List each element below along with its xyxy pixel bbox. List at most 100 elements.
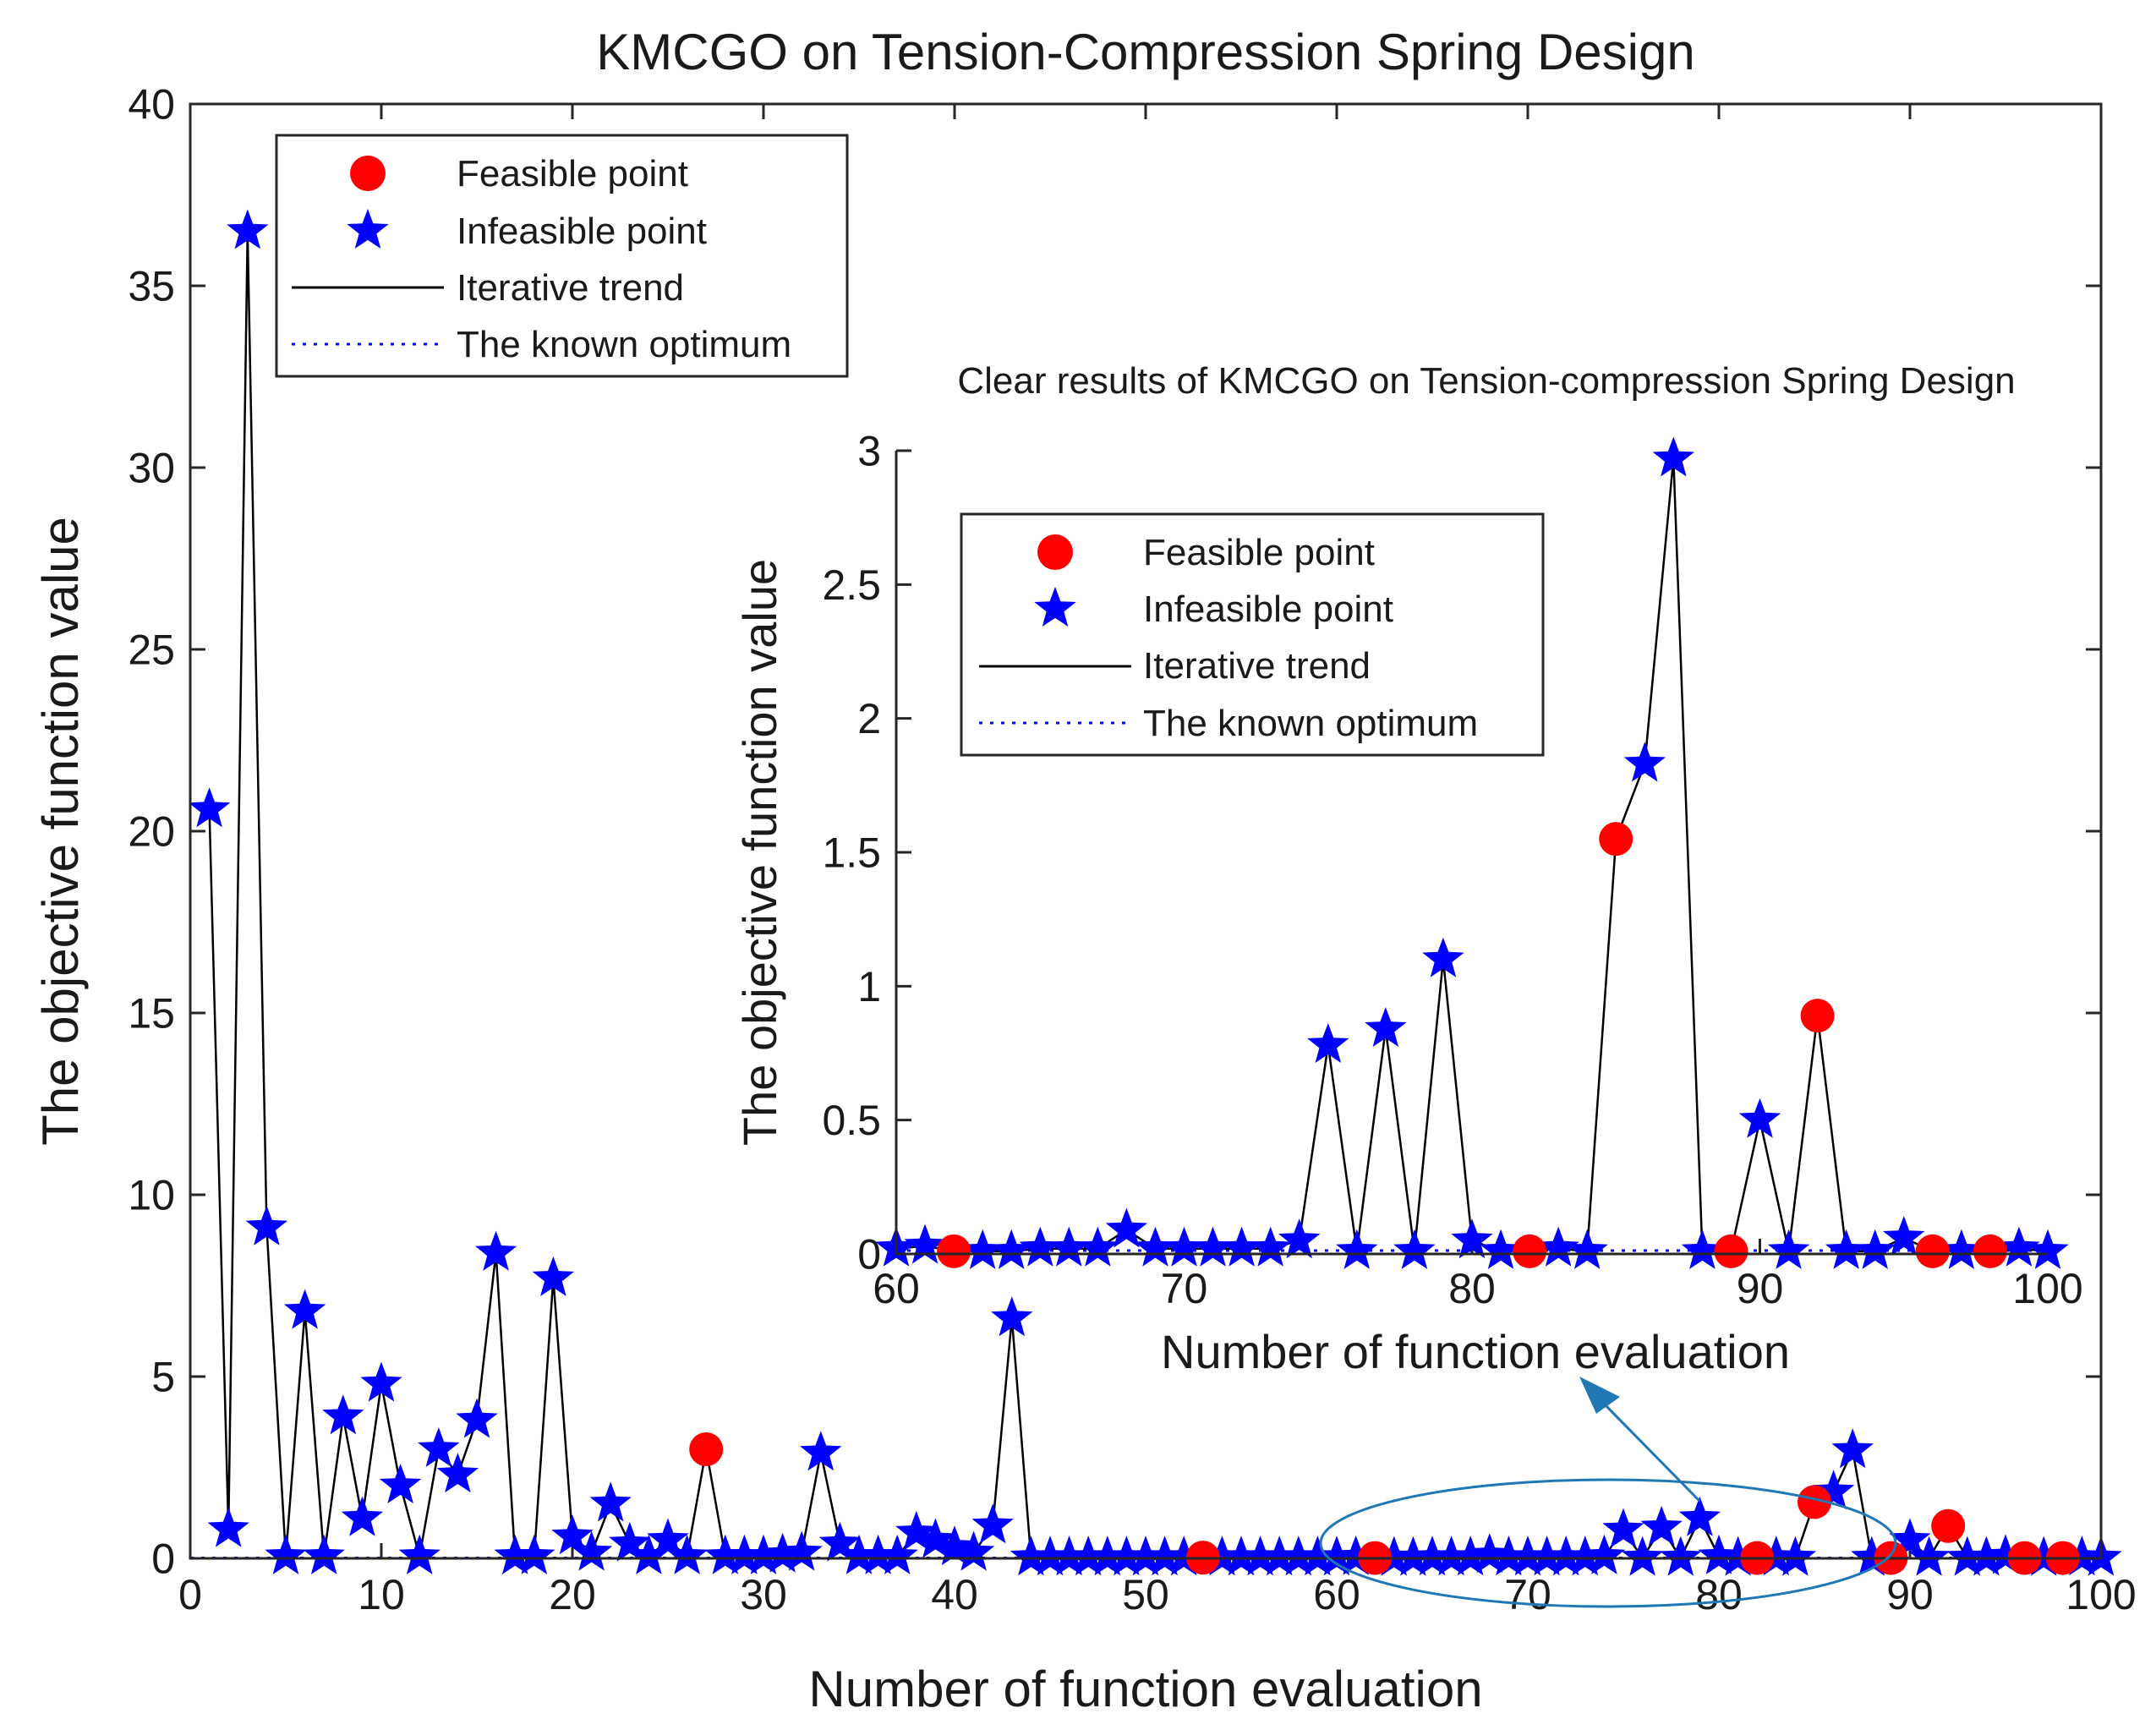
- main-infeasible-point: [1851, 1536, 1893, 1576]
- inset-infeasible-point: [1940, 1229, 1983, 1269]
- main-infeasible-point: [1258, 1536, 1300, 1576]
- inset-infeasible-point: [1451, 1218, 1493, 1259]
- main-infeasible-point: [1564, 1536, 1606, 1576]
- main-infeasible-point: [1487, 1536, 1530, 1576]
- main-infeasible-point: [704, 1534, 747, 1574]
- inset-x-tick-label: 60: [873, 1265, 920, 1312]
- main-infeasible-point: [245, 1205, 288, 1245]
- inset-infeasible-point: [1652, 436, 1695, 477]
- main-infeasible-point: [1163, 1536, 1205, 1576]
- main-infeasible-point: [1105, 1536, 1148, 1576]
- main-x-tick-label: 70: [1504, 1571, 1551, 1618]
- main-infeasible-point: [876, 1534, 918, 1574]
- main-infeasible-point: [1316, 1536, 1358, 1576]
- main-infeasible-point: [914, 1518, 957, 1558]
- main-infeasible-point: [589, 1481, 632, 1522]
- main-infeasible-point: [456, 1398, 498, 1438]
- inset-legend-feasible-marker: [1037, 534, 1073, 570]
- main-infeasible-point: [1143, 1536, 1186, 1576]
- inset-legend-label-optimum: The known optimum: [1143, 703, 1478, 744]
- main-legend: Feasible point Infeasible point Iterativ…: [275, 134, 849, 378]
- main-infeasible-point: [800, 1431, 842, 1471]
- main-infeasible-point: [723, 1534, 766, 1574]
- inset-x-tick-label: 90: [1737, 1265, 1784, 1312]
- main-infeasible-point: [818, 1521, 862, 1562]
- main-infeasible-point: [1507, 1536, 1549, 1576]
- main-x-tick-label: 0: [178, 1571, 202, 1618]
- main-x-tick-label: 30: [740, 1571, 787, 1618]
- zoom-region-ellipse: [1319, 1478, 1897, 1608]
- inset-feasible-point: [1800, 999, 1835, 1033]
- inset-infeasible-point: [1163, 1226, 1206, 1267]
- main-infeasible-point: [1029, 1536, 1071, 1576]
- main-chart-title: KMCGO on Tension-Compression Spring Desi…: [596, 24, 1694, 80]
- main-legend-label-infeasible: Infeasible point: [457, 211, 707, 252]
- inset-infeasible-point: [1681, 1229, 1724, 1269]
- inset-y-tick-label: 3: [857, 428, 881, 475]
- main-infeasible-point: [1678, 1496, 1721, 1536]
- inset-x-tick-label: 80: [1448, 1265, 1496, 1312]
- main-y-tick-label: 30: [128, 445, 175, 492]
- main-infeasible-point: [227, 209, 269, 249]
- inset-chart-title: Clear results of KMCGO on Tension-compre…: [957, 360, 2015, 402]
- inset-infeasible-point: [904, 1224, 946, 1264]
- main-infeasible-point: [1831, 1428, 1874, 1469]
- main-infeasible-point: [494, 1534, 536, 1574]
- inset-infeasible-point: [1076, 1226, 1119, 1267]
- main-infeasible-point: [341, 1496, 384, 1536]
- main-legend-label-trend: Iterative trend: [457, 267, 684, 309]
- main-infeasible-point: [1086, 1536, 1129, 1576]
- main-infeasible-point: [551, 1514, 594, 1555]
- inset-y-tick-label: 2.5: [822, 561, 881, 609]
- main-infeasible-point: [1774, 1536, 1817, 1576]
- inset-infeasible-point: [2027, 1229, 2069, 1269]
- main-legend-feasible-marker: [350, 156, 386, 191]
- main-infeasible-point: [1469, 1533, 1511, 1574]
- inset-feasible-point: [1973, 1234, 2007, 1268]
- inset-x-tick-label: 100: [2012, 1265, 2082, 1312]
- main-infeasible-point: [1602, 1508, 1644, 1548]
- main-infeasible-point: [1296, 1536, 1339, 1576]
- main-infeasible-point: [1907, 1536, 1951, 1576]
- inset-legend-label-infeasible: Infeasible point: [1143, 589, 1393, 630]
- main-y-tick-label: 20: [128, 808, 175, 856]
- main-infeasible-point: [1392, 1536, 1435, 1576]
- main-infeasible-point: [1278, 1536, 1320, 1576]
- main-infeasible-point: [207, 1507, 249, 1547]
- main-infeasible-point: [742, 1534, 785, 1574]
- inset-infeasible-point: [1623, 742, 1666, 782]
- main-infeasible-point: [1239, 1536, 1282, 1576]
- zoom-arrow-line: [1601, 1400, 1701, 1503]
- main-infeasible-point: [780, 1530, 823, 1571]
- main-y-tick-label: 5: [151, 1354, 175, 1401]
- inset-infeasible-point: [990, 1229, 1032, 1269]
- main-infeasible-point: [1411, 1536, 1453, 1576]
- main-y-tick-label: 35: [128, 263, 175, 310]
- main-infeasible-point: [2060, 1536, 2104, 1576]
- main-y-tick-label: 0: [151, 1536, 175, 1583]
- main-infeasible-point: [474, 1230, 517, 1271]
- main-infeasible-point: [532, 1256, 575, 1296]
- inset-legend-infeasible-marker: [1034, 587, 1076, 627]
- main-infeasible-point: [665, 1534, 709, 1574]
- main-y-axis-label: The objective function value: [32, 517, 89, 1146]
- inset-feasible-point: [1714, 1234, 1748, 1268]
- main-feasible-point: [1931, 1508, 1966, 1543]
- inset-infeasible-point: [1191, 1226, 1234, 1267]
- inset-infeasible-point: [1134, 1226, 1177, 1267]
- inset-data-series: [875, 436, 2069, 1269]
- inset-infeasible-point: [1019, 1226, 1061, 1267]
- main-infeasible-point: [1067, 1536, 1109, 1576]
- inset-y-tick-label: 1: [857, 963, 881, 1010]
- main-infeasible-point: [761, 1532, 804, 1573]
- main-infeasible-point: [1430, 1536, 1473, 1576]
- inset-x-tick-label: 70: [1161, 1265, 1208, 1312]
- main-infeasible-point: [971, 1503, 1014, 1544]
- main-infeasible-point: [1010, 1536, 1053, 1576]
- inset-feasible-point: [1915, 1234, 1950, 1268]
- main-plot-frame: [189, 102, 2103, 1560]
- zoom-arrow-head: [1579, 1377, 1620, 1414]
- main-x-tick-label: 40: [931, 1571, 978, 1618]
- main-infeasible-point: [1716, 1536, 1759, 1576]
